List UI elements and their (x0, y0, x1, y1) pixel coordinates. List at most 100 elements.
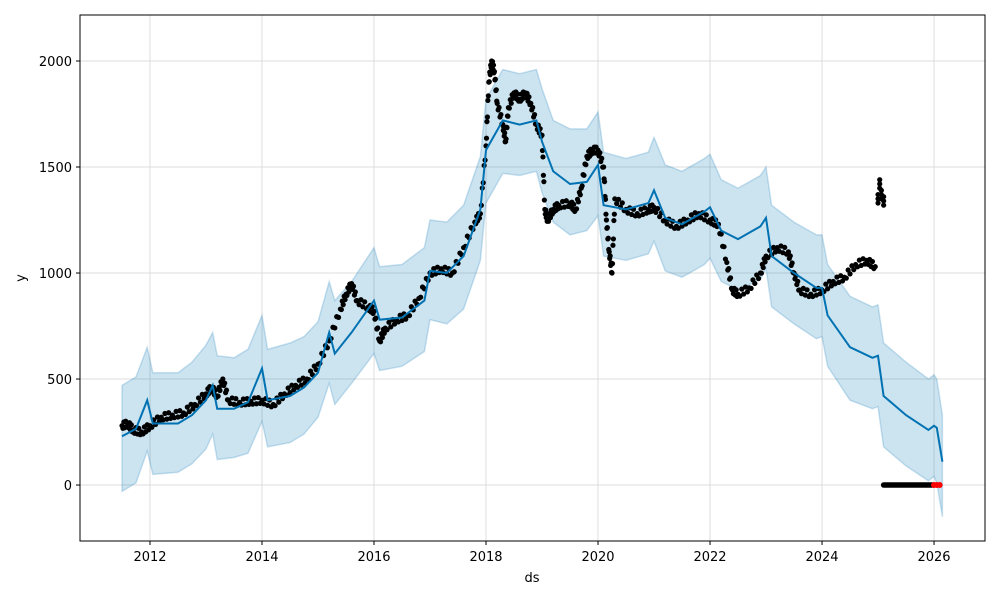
observed-point (373, 315, 379, 321)
observed-point (195, 395, 202, 401)
x-tick-label: 2018 (469, 550, 502, 565)
observed-point (491, 69, 498, 75)
observed-point (795, 278, 801, 284)
observed-point (583, 162, 589, 168)
observed-point (526, 94, 532, 100)
observed-point (530, 104, 536, 111)
observed-point (528, 100, 534, 107)
x-axis-label: ds (524, 571, 539, 586)
observed-point (875, 200, 881, 206)
observed-point (505, 113, 511, 119)
observed-point (220, 376, 226, 382)
observed-point (604, 225, 610, 231)
observed-point (881, 198, 887, 204)
observed-point (255, 394, 261, 401)
observed-point (215, 393, 221, 399)
plot-frame (79, 14, 986, 542)
observed-point (825, 286, 831, 292)
y-tick-label: 1500 (39, 161, 72, 176)
observed-point (610, 242, 616, 248)
observed-point (289, 382, 295, 388)
observed-point (787, 253, 793, 259)
observed-point (506, 105, 512, 111)
observed-point (350, 283, 357, 289)
observed-point (217, 387, 223, 394)
observed-point (362, 299, 368, 305)
x-tick-label: 2012 (133, 550, 166, 565)
observed-point (657, 214, 663, 220)
grid (80, 15, 985, 541)
observed-point (503, 136, 509, 142)
observed-point (823, 281, 829, 287)
observed-point (878, 187, 884, 193)
observed-point (614, 200, 620, 207)
observed-point (843, 275, 849, 281)
uncertainty-band (121, 68, 944, 517)
observed-point (610, 236, 617, 242)
observed-point (826, 278, 833, 284)
observed-point (770, 244, 777, 251)
observed-point (128, 422, 134, 428)
observed-point (388, 324, 394, 330)
observed-point (607, 253, 613, 259)
observed-point (611, 217, 617, 224)
observed-point (602, 196, 609, 202)
highlighted-point (936, 482, 943, 489)
observed-point (486, 79, 492, 85)
observed-point (655, 205, 661, 212)
observed-point (379, 334, 386, 341)
observed-point (338, 306, 344, 313)
observed-point (494, 100, 500, 107)
observed-point (765, 255, 771, 261)
observed-point (744, 289, 750, 295)
y-tick-label: 1000 (39, 267, 72, 282)
observed-point (335, 314, 342, 320)
observed-point (253, 401, 260, 407)
observed-point (492, 76, 498, 82)
observed-point (609, 270, 615, 276)
observed-point (531, 111, 538, 118)
observed-point (484, 114, 491, 120)
y-axis-label: y (14, 274, 29, 282)
y-tick-label: 2000 (39, 55, 72, 70)
observed-point (609, 261, 616, 267)
observed-point (166, 410, 172, 416)
observed-point (581, 172, 587, 178)
x-tick-label: 2026 (917, 550, 950, 565)
observed-point (276, 399, 282, 405)
observed-point (760, 264, 766, 271)
observed-point (539, 147, 546, 154)
observed-point (340, 302, 346, 308)
observed-point (881, 194, 887, 200)
observed-point (603, 211, 609, 217)
observed-point (606, 249, 612, 255)
observed-point (762, 259, 768, 265)
observed-point (371, 308, 377, 314)
observed-point (332, 325, 338, 331)
observed-point (804, 287, 810, 293)
observed-point (785, 249, 792, 255)
observed-point (611, 211, 617, 217)
observed-point (619, 200, 625, 206)
observed-point (789, 260, 795, 266)
observed-point (272, 403, 278, 409)
observed-point (758, 270, 764, 276)
observed-point (483, 135, 490, 141)
observed-point (375, 325, 381, 331)
observed-point (571, 201, 577, 207)
uncertainty-band-area (121, 68, 944, 517)
observed-point (222, 380, 228, 386)
observed-point (733, 287, 739, 293)
observed-point (718, 231, 724, 237)
observed-point (184, 404, 190, 410)
observed-point (877, 177, 883, 183)
observed-point (149, 424, 155, 430)
observed-point (726, 266, 732, 272)
observed-point (877, 181, 883, 187)
observed-point (579, 183, 585, 189)
observed-point (377, 339, 384, 345)
observed-point (386, 319, 392, 325)
x-tick-label: 2016 (357, 550, 390, 565)
observed-point (493, 87, 499, 93)
